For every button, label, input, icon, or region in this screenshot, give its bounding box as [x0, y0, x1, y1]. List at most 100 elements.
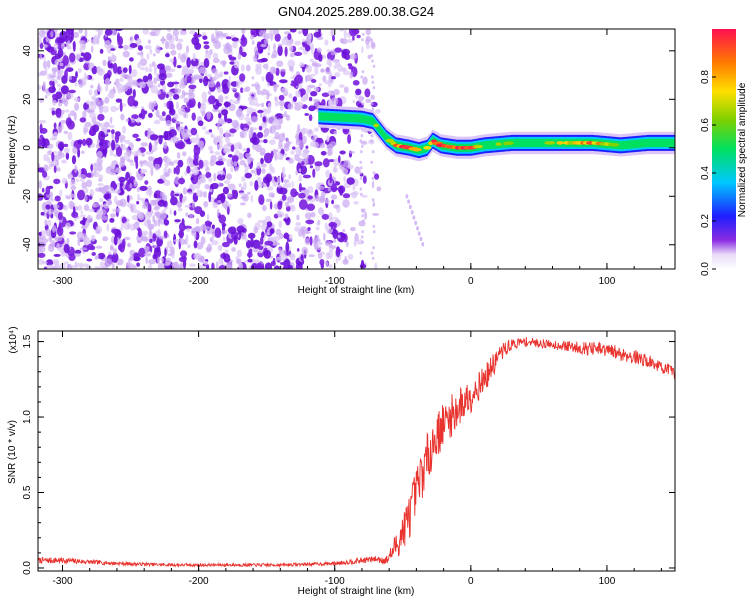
spectrogram-noise-cell	[215, 31, 224, 37]
spectrogram-noise-cell	[217, 200, 222, 204]
spectrogram-noise-cell	[304, 212, 312, 219]
spectrogram-noise-cell	[103, 121, 110, 128]
spectrogram-noise-cell	[129, 35, 134, 45]
spectrogram-noise-cell	[152, 233, 157, 242]
spectrogram-noise-cell	[195, 218, 200, 225]
spectrogram-noise-cell	[38, 119, 47, 124]
snr-x-tick-label: -300	[52, 576, 72, 587]
spectrogram-noise-cell	[289, 44, 294, 53]
spectrogram-noise-cell	[147, 203, 152, 213]
spectrogram-noise-cell	[55, 153, 60, 160]
spectrogram-noise-cell	[170, 196, 178, 206]
spectrogram-noise-cell	[82, 138, 87, 146]
spectrogram-noise-cell	[110, 244, 114, 251]
spectrogram-noise-cell	[66, 237, 70, 245]
spectrogram-noise-cell	[168, 161, 175, 166]
spectrogram-noise-cell	[161, 111, 166, 117]
spectrogram-noise-cell	[299, 46, 304, 51]
spectrogram-noise-cell	[277, 201, 283, 210]
spectrogram-noise-cell	[265, 71, 274, 83]
spectrogram-noise-cell	[301, 246, 308, 256]
spectrogram-noise-cell	[61, 177, 68, 184]
spectrogram-noise-cell	[198, 159, 204, 169]
spectrogram-noise-cell	[306, 203, 315, 211]
spectrogram-noise-cell	[223, 253, 231, 263]
spectrogram-noise-cell	[193, 231, 197, 240]
spectrogram-noise-cell	[89, 245, 96, 251]
spectrogram-noise-cell	[132, 151, 139, 157]
spectrogram-noise-cell	[221, 157, 227, 162]
spectrogram-noise-cell	[324, 80, 330, 85]
spectrogram-noise-cell	[274, 265, 280, 269]
spectrogram-noise-cell	[104, 29, 113, 36]
spectrogram-noise-cell	[102, 236, 109, 242]
spectrogram-noise-cell	[295, 222, 302, 227]
spectrogram-noise-cell	[298, 148, 302, 157]
spectrogram-noise-cell	[90, 234, 96, 242]
spectrogram-noise-cell	[289, 52, 295, 58]
spectrogram-noise-cell	[179, 95, 184, 99]
spectrogram-noise-cell	[250, 194, 254, 203]
spectrogram-noise-cell	[166, 93, 169, 99]
spectrogram-noise-cell	[182, 30, 188, 35]
snr-frame	[37, 330, 676, 572]
spectrogram-noise-cell	[149, 238, 153, 243]
spectrogram-noise-cell	[50, 30, 54, 38]
spectrogram-noise-cell	[119, 180, 124, 187]
spectrogram-noise-cell	[82, 110, 87, 119]
snr-x-tick-label: -100	[325, 576, 345, 587]
spectrogram-noise-cell	[283, 142, 289, 148]
spectrogram-ridge-peak	[373, 123, 380, 128]
spectrogram-noise-cell	[98, 29, 104, 36]
spectrogram-noise-cell	[250, 238, 254, 248]
spectrogram-noise-cell	[99, 261, 106, 268]
spectrogram-noise-cell	[109, 63, 114, 69]
spectrogram-noise-cell	[237, 230, 242, 241]
spectrogram-noise-cell	[337, 64, 343, 73]
spectrogram-noise-cell	[165, 120, 172, 127]
spectrogram-x-ticks: -300 -200 -100 0 100	[52, 29, 662, 287]
spectrogram-noise-cell	[237, 53, 242, 60]
spectrogram-noise-cell	[43, 44, 48, 48]
spectrogram-noise-cell	[295, 170, 299, 176]
spectrogram-noise-cell	[136, 117, 141, 124]
spectrogram-noise-cell	[316, 47, 322, 53]
spectrogram-noise-cell	[233, 161, 238, 167]
spectrogram-noise-cell	[277, 176, 281, 184]
spectrogram-noise-cell	[371, 75, 374, 79]
colorbar-ticks: 0.0 0.2 0.4 0.6 0.8	[700, 70, 716, 276]
spectrogram-noise-cell	[117, 36, 123, 46]
snr-y-tick-label: 1.0	[22, 410, 33, 424]
spectrogram-noise-cell	[110, 162, 116, 170]
spectrogram-noise-cell	[224, 249, 229, 254]
spectrogram-noise-cell	[78, 40, 86, 45]
spectrogram-noise-cell	[300, 187, 306, 191]
spectrogram-noise-cell	[240, 36, 248, 47]
spectrogram-y-tick-label: -20	[22, 189, 33, 204]
spectrogram-noise-cell	[284, 201, 290, 208]
spectrogram-noise-cell	[61, 159, 67, 164]
spectrogram-noise-cell	[261, 223, 267, 231]
spectrogram-noise-cell	[278, 141, 282, 150]
spectrogram-noise-cell	[327, 188, 332, 192]
spectrogram-noise-cell	[51, 151, 55, 162]
snr-x-tick-label: -200	[189, 576, 209, 587]
spectrogram-noise-cell	[236, 249, 242, 258]
spectrogram-noise-cell	[227, 80, 231, 89]
snr-series-line	[38, 337, 675, 569]
spectrogram-noise-cell	[269, 139, 276, 145]
spectrogram-noise-cell	[257, 219, 263, 224]
spectrogram-noise-cell	[217, 117, 225, 126]
spectrogram-noise-cell	[285, 114, 291, 121]
spectrogram-noise-cell	[144, 180, 149, 185]
spectrogram-noise-cell	[137, 228, 142, 238]
spectrogram-noise-cell	[198, 264, 205, 269]
spectrogram-noise-cell	[359, 251, 363, 255]
spectrogram-noise-cell	[129, 43, 138, 48]
spectrogram-noise-cell	[65, 222, 71, 229]
spectrogram-noise-cell	[176, 65, 182, 69]
spectrogram-noise-cell	[328, 91, 337, 96]
spectrogram-noise-cell	[259, 236, 264, 245]
spectrogram-noise-cell	[339, 161, 342, 170]
spectrogram-noise-cell	[333, 238, 337, 243]
